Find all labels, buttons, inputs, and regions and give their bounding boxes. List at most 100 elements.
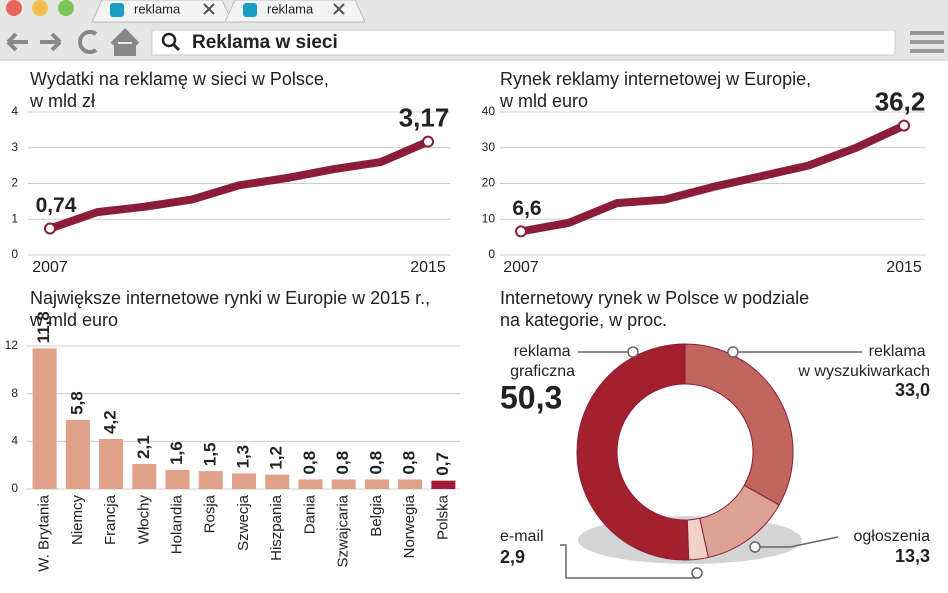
value-label: 0,7 — [433, 452, 452, 476]
chart-title: w mld zł — [29, 91, 95, 111]
bar — [65, 419, 90, 489]
value-label: 1,5 — [200, 442, 219, 466]
value-label: 33,0 — [895, 380, 930, 400]
tab-icon — [243, 3, 257, 17]
back-button[interactable] — [6, 32, 28, 52]
tab-close[interactable] — [203, 3, 215, 15]
search-icon — [171, 42, 181, 52]
y-tick-label: 4 — [11, 434, 18, 448]
x-tick-label: Dania — [301, 494, 318, 534]
callout-dot — [691, 567, 703, 579]
close-button[interactable] — [6, 0, 22, 16]
chart-title: Internetowy rynek w Polsce w podziale — [500, 288, 809, 308]
chart-title: Największe internetowe rynki w Europie w… — [30, 288, 430, 308]
callout-line — [755, 536, 839, 548]
bar — [265, 474, 290, 489]
y-tick-label: 3 — [11, 140, 18, 154]
bar — [431, 480, 456, 489]
tab-label: reklama — [267, 1, 314, 16]
value-label: 3,17 — [399, 103, 450, 133]
chart-title: Wydatki na reklamę w sieci w Polsce, — [30, 69, 329, 89]
y-tick-label: 0 — [11, 247, 18, 261]
maximize-button[interactable] — [58, 0, 74, 16]
category-label: e-mail — [500, 528, 544, 545]
callout-dot — [749, 541, 761, 553]
bar — [198, 471, 223, 489]
home-button[interactable] — [110, 28, 140, 56]
x-tick-label: 2007 — [503, 259, 539, 276]
forward-button[interactable] — [40, 32, 62, 52]
data-line — [517, 121, 908, 236]
category-label: reklama graficzna — [510, 343, 575, 380]
tab[interactable]: reklama — [91, 0, 233, 23]
value-label: 5,8 — [67, 391, 86, 415]
category-label: ogłoszenia — [854, 528, 931, 545]
bar — [132, 463, 157, 489]
search-icon — [161, 32, 177, 48]
x-tick-label: 2015 — [886, 259, 922, 276]
x-tick-label: Włochy — [135, 495, 152, 545]
reload-button[interactable] — [78, 30, 98, 54]
value-label: 0,8 — [333, 451, 352, 475]
tab-close[interactable] — [333, 3, 345, 15]
callout-dot — [627, 346, 639, 358]
x-tick-label: Norwegia — [401, 494, 418, 558]
bar — [99, 438, 124, 489]
bar — [364, 479, 389, 489]
minimize-button[interactable] — [32, 0, 48, 16]
y-tick-label: 30 — [482, 140, 496, 154]
tab-shape — [224, 0, 366, 23]
value-label: 0,8 — [400, 451, 419, 475]
tab-shape — [91, 0, 233, 23]
value-label: 1,6 — [167, 441, 186, 465]
callout-dot — [727, 346, 739, 358]
x-tick-label: Polska — [434, 494, 451, 540]
donut-slice — [686, 517, 709, 561]
value-label: 50,3 — [500, 379, 562, 415]
value-label: 0,74 — [36, 194, 77, 217]
chart-title: w mld euro — [29, 310, 118, 330]
y-tick-label: 40 — [482, 104, 496, 118]
y-tick-label: 20 — [482, 176, 496, 190]
y-tick-label: 8 — [11, 386, 18, 400]
bar — [398, 479, 423, 489]
bar — [32, 348, 57, 489]
x-tick-label: 2007 — [32, 259, 68, 276]
y-tick-label: 12 — [5, 338, 19, 352]
endpoint-marker — [44, 222, 56, 235]
y-tick-label: 0 — [11, 481, 18, 495]
donut-slice — [684, 343, 794, 506]
x-tick-label: W. Brytania — [36, 494, 53, 571]
endpoint-marker — [515, 225, 527, 238]
endpoint-marker — [422, 135, 434, 148]
y-tick-label: 2 — [11, 176, 18, 190]
tab-icon — [110, 3, 124, 17]
address-bar[interactable] — [151, 29, 896, 56]
bar — [165, 469, 190, 489]
y-tick-label: 1 — [11, 211, 18, 225]
value-label: 2,9 — [500, 547, 525, 567]
x-tick-label: Szwajcaria — [335, 494, 352, 567]
bar — [331, 479, 356, 489]
tab[interactable]: reklama — [224, 0, 366, 23]
y-tick-label: 4 — [11, 104, 18, 118]
chart-title: w mld euro — [499, 91, 588, 111]
x-tick-label: Niemcy — [69, 495, 86, 546]
address-text: Reklama w sieci — [192, 32, 338, 53]
x-tick-label: Hiszpania — [268, 494, 285, 561]
value-label: 6,6 — [512, 197, 541, 220]
value-label: 4,2 — [101, 410, 120, 434]
x-tick-label: Francja — [102, 494, 119, 545]
chart-title: Rynek reklamy internetowej w Europie, — [500, 69, 811, 89]
x-tick-label: Belgia — [368, 494, 385, 536]
y-tick-label: 0 — [488, 247, 495, 261]
value-label: 1,3 — [233, 445, 252, 469]
bar — [298, 479, 323, 489]
menu-button[interactable] — [910, 31, 944, 53]
x-tick-label: 2015 — [410, 259, 446, 276]
value-label: 1,2 — [267, 446, 286, 470]
value-label: 0,8 — [366, 451, 385, 475]
chart-title: na kategorie, w proc. — [500, 310, 667, 330]
y-tick-label: 10 — [482, 211, 496, 225]
